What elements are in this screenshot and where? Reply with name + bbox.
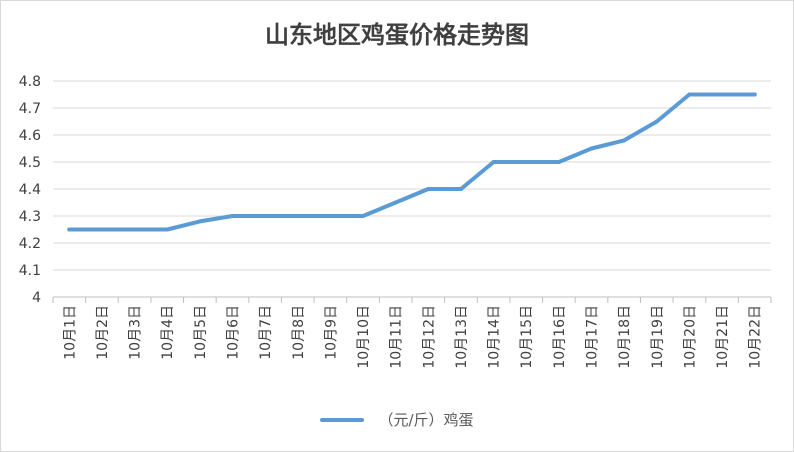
y-tick-label: 4.5 [19, 155, 41, 171]
x-tick-label: 10月16日 [552, 305, 568, 369]
y-tick-label: 4.3 [19, 209, 41, 225]
data-point [687, 92, 692, 97]
x-tick-label: 10月5日 [193, 305, 209, 360]
x-tick-label: 10月6日 [226, 305, 242, 360]
x-tick-label: 10月19日 [650, 305, 666, 369]
data-point [67, 227, 72, 232]
chart-title: 山东地区鸡蛋价格走势图 [265, 20, 529, 49]
x-tick-label: 10月22日 [748, 305, 764, 369]
data-point [99, 227, 104, 232]
y-tick-label: 4.7 [19, 101, 41, 117]
x-tick-label: 10月18日 [617, 305, 633, 369]
x-tick-label: 10月2日 [95, 305, 111, 360]
data-point [458, 187, 463, 191]
data-point [426, 187, 431, 191]
x-tick-label: 10月10日 [356, 305, 372, 369]
data-point [197, 219, 202, 224]
data-point [752, 92, 757, 97]
data-point [263, 214, 268, 218]
y-tick-label: 4.8 [19, 74, 41, 90]
y-tick-label: 4.2 [19, 236, 41, 252]
x-tick-label: 10月3日 [128, 305, 144, 360]
x-tick-label: 10月12日 [421, 305, 437, 369]
data-point [328, 214, 333, 218]
y-tick-label: 4.1 [19, 263, 41, 279]
data-point [622, 138, 627, 143]
x-tick-label: 10月17日 [585, 305, 601, 369]
x-tick-label: 10月20日 [682, 305, 698, 369]
legend-label: （元/斤）鸡蛋 [378, 411, 474, 429]
series-line [67, 92, 757, 232]
data-point [556, 160, 561, 164]
x-tick-label: 10月8日 [291, 305, 307, 360]
data-point [361, 214, 366, 218]
data-point [132, 227, 137, 232]
data-point [295, 214, 300, 218]
data-point [491, 160, 496, 164]
x-tick-label: 10月4日 [160, 305, 176, 360]
y-tick-label: 4 [32, 290, 41, 306]
legend-line-swatch [320, 417, 365, 422]
x-tick-label: 10月1日 [62, 305, 78, 360]
x-tick-label: 10月7日 [258, 305, 274, 360]
x-tick-label: 10月14日 [487, 305, 503, 369]
legend: （元/斤）鸡蛋 [1, 409, 793, 430]
data-point [230, 214, 235, 218]
x-tick-label: 10月11日 [389, 305, 405, 369]
x-tick-label: 10月9日 [323, 305, 339, 360]
plot-area: 4 4.1 4.2 4.3 4.4 4.5 4.6 4.7 4.8 10月1日 10月2日 10月3日… [19, 74, 772, 369]
data-point [165, 227, 170, 232]
data-point [589, 146, 594, 151]
data-point [393, 200, 398, 205]
data-point [720, 92, 725, 97]
x-tick-label: 10月15日 [519, 305, 535, 369]
y-tick-label: 4.6 [19, 128, 41, 144]
x-tick-label: 10月13日 [454, 305, 470, 369]
x-tick-label: 10月21日 [715, 305, 731, 369]
y-tick-label: 4.4 [19, 182, 41, 198]
data-point [524, 160, 529, 164]
data-point [654, 119, 659, 124]
